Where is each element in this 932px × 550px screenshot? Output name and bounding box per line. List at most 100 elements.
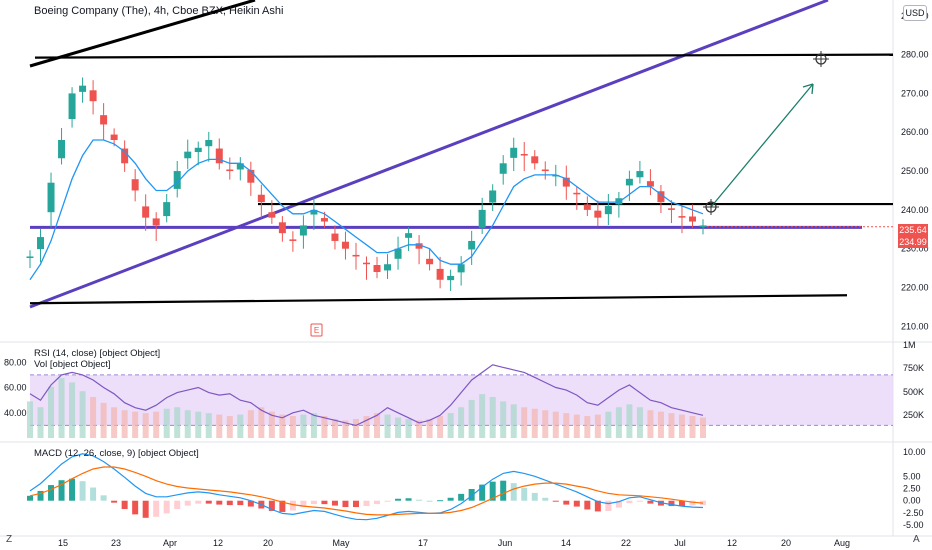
candle-body (457, 264, 465, 273)
volume-axis-tick: 500K (903, 387, 924, 397)
macd-histogram-bar (405, 498, 412, 501)
rsi-label[interactable]: RSI (14, close) [object Object] (34, 348, 161, 359)
candle-body (37, 237, 45, 250)
projection-arrow (710, 83, 814, 208)
macd-histogram-bar (331, 500, 338, 506)
macd-histogram-bar (636, 500, 643, 502)
macd-histogram-bar (395, 498, 402, 501)
volume-bar (300, 414, 307, 438)
candle-body (236, 163, 244, 170)
symbol-title[interactable]: Boeing Company (The), 4h, Cboe BZX, Heik… (34, 5, 284, 17)
candle-body (363, 262, 370, 265)
macd-histogram-bar (111, 500, 118, 503)
macd-histogram-bar (468, 488, 475, 501)
macd-histogram-bar (247, 500, 254, 507)
candle-body (58, 140, 66, 159)
macd-histogram-bar (321, 500, 328, 505)
volume-bar (573, 414, 580, 438)
candle-body (489, 190, 497, 203)
volume-bar (384, 414, 391, 438)
currency-badge[interactable]: USD (903, 5, 927, 21)
macd-histogram-bar (153, 500, 160, 517)
macd-axis-tick: 2.50 (903, 484, 921, 494)
volume-bar (184, 410, 191, 438)
candle-body (310, 209, 318, 215)
macd-histogram-bar (121, 500, 128, 510)
candle-body (121, 148, 129, 164)
time-axis-tick: Jun (498, 538, 513, 548)
macd-histogram-bar (48, 485, 55, 501)
volume-bar (405, 418, 412, 438)
time-axis-tick: 22 (621, 538, 631, 548)
macd-histogram-bar (563, 500, 570, 505)
candle-body (468, 240, 476, 250)
time-axis-tick: Jul (674, 538, 686, 548)
time-axis-tick: 15 (58, 538, 68, 548)
volume-bar (426, 418, 433, 438)
macd-axis-tick: -5.00 (903, 520, 924, 530)
price-axis-tick: 210.00 (901, 321, 929, 331)
moving-average-line (29, 139, 704, 281)
macd-histogram-bar (100, 495, 107, 501)
volume-bar (310, 413, 317, 438)
macd-histogram-bar (289, 500, 296, 511)
macd-label[interactable]: MACD (12, 26, close, 9) [object Object] (34, 448, 199, 459)
candle-body (47, 182, 55, 213)
candle-body (299, 225, 307, 236)
candle-body (194, 147, 202, 153)
macd-histogram-bar (226, 500, 233, 506)
time-axis-tick: 23 (111, 538, 121, 548)
macd-histogram-bar (647, 500, 654, 504)
candle-body (110, 134, 118, 140)
volume-bar (668, 413, 675, 438)
volume-bar (258, 407, 265, 438)
macd-histogram-bar (615, 500, 622, 508)
macd-histogram-bar (163, 500, 170, 514)
macd-histogram-bar (58, 480, 65, 501)
volume-bar (48, 386, 55, 438)
volume-bar (479, 394, 486, 438)
volume-label[interactable]: Vol [object Object] (34, 359, 111, 370)
volume-bar (657, 411, 664, 438)
macd-histogram-bar (132, 500, 139, 515)
macd-histogram-bar (195, 500, 202, 504)
time-axis-tick: Aug (834, 538, 850, 548)
macd-histogram-bar (531, 492, 538, 501)
time-axis-tick: May (332, 538, 350, 548)
candle-body (26, 256, 34, 258)
timezone-z-button[interactable]: Z (6, 534, 13, 545)
macd-histogram-bar (37, 490, 44, 501)
time-axis-tick: 20 (263, 538, 273, 548)
candle-body (352, 254, 360, 257)
macd-histogram-bar (279, 500, 286, 512)
volume-bar (216, 414, 223, 438)
volume-bar (100, 402, 107, 438)
time-axis-tick: 20 (781, 538, 791, 548)
volume-bar (363, 416, 370, 438)
volume-axis-tick: 250K (903, 410, 924, 420)
projection-arrow-head (802, 83, 814, 95)
candle-body (268, 212, 276, 218)
candle-body (68, 93, 76, 120)
volume-bar (37, 407, 44, 438)
volume-bar (69, 382, 76, 438)
candle-body (384, 264, 392, 271)
candle-body (341, 241, 349, 249)
volume-bar (79, 391, 86, 438)
volume-bar (132, 411, 139, 438)
signal-line (29, 466, 704, 516)
auto-scale-button[interactable]: A (913, 534, 920, 545)
candle-body (583, 204, 591, 210)
candle-body (594, 210, 602, 218)
macd-histogram-bar (521, 488, 528, 501)
candle-body (173, 171, 181, 189)
price-axis-tick: 220.00 (901, 283, 929, 293)
price-axis-tick: 240.00 (901, 205, 929, 215)
candle-body (247, 169, 255, 183)
macd-histogram-bar (458, 493, 465, 501)
volume-bar (289, 416, 296, 438)
candle-body (163, 202, 171, 217)
macd-histogram-bar (500, 480, 507, 501)
